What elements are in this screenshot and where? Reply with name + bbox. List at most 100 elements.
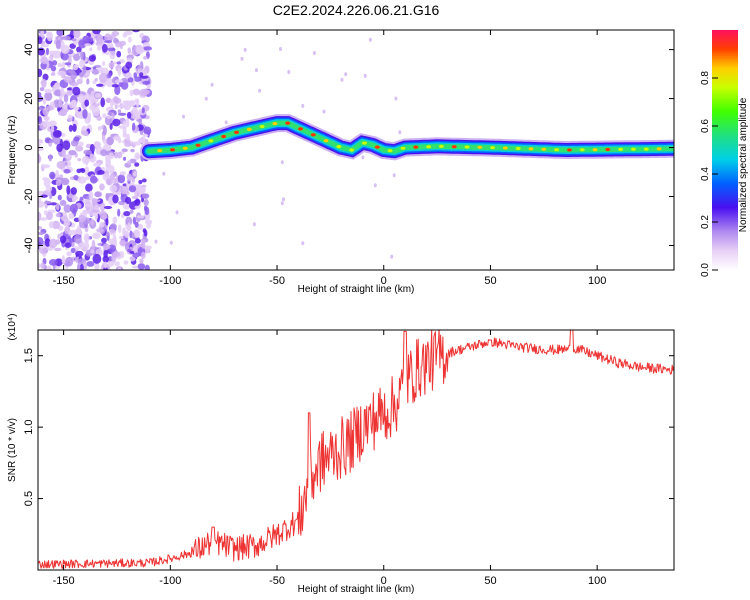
spectrogram-noise-speck — [133, 72, 138, 79]
spectrogram-noise-speck — [94, 191, 102, 198]
spectrogram-noise-speck — [71, 241, 75, 248]
colorbar-gradient — [712, 30, 738, 270]
spectrogram-noise-speck — [102, 125, 107, 136]
spectrogram-noise-speck — [99, 183, 105, 191]
spectrogram-noise-speck — [63, 104, 68, 110]
spectrogram-hot-spot — [477, 145, 483, 149]
spectrogram-noise-speck — [78, 39, 87, 49]
spectrogram-noise-speck — [103, 261, 108, 269]
x-tick-label: 100 — [588, 275, 606, 287]
spectrogram-noise-speck — [67, 114, 73, 123]
spectrogram-noise-speck — [154, 239, 158, 244]
spectrogram-noise-speck — [55, 169, 59, 177]
spectrogram-noise-speck — [258, 88, 262, 93]
spectrogram-hot-spot — [400, 146, 406, 150]
spectrogram-noise-speck — [76, 51, 82, 55]
spectrogram-noise-speck — [112, 234, 117, 243]
spectrogram-noise-speck — [175, 210, 179, 215]
snr-axes-frame — [37, 329, 675, 571]
spectrogram-noise-speck — [125, 118, 130, 128]
spectrogram-noise-speck — [62, 35, 71, 41]
spectrogram-noise-speck — [78, 242, 84, 250]
spectrogram-noise-speck — [81, 130, 89, 136]
spectrogram-noise-speck — [287, 70, 291, 74]
spectrogram-noise-speck — [76, 168, 82, 174]
spectrogram-noise-speck — [97, 45, 102, 51]
spectrogram-noise-speck — [88, 96, 93, 101]
spectrogram-noise-speck — [114, 97, 122, 104]
spectrogram-noise-speck — [92, 232, 101, 239]
spectrogram-noise-speck — [38, 237, 44, 246]
spectrogram-noise-speck — [136, 65, 142, 69]
spectrogram-noise-speck — [132, 88, 141, 96]
spectrogram-noise-speck — [86, 78, 90, 85]
spectrogram-noise-speck — [117, 267, 122, 270]
spectrogram-noise-speck — [46, 211, 53, 221]
spectrogram-noise-speck — [123, 260, 129, 265]
spectrogram-hot-spot — [502, 146, 508, 150]
spectrogram-noise-speck — [301, 241, 305, 246]
spectrogram-noise-speck — [143, 205, 148, 212]
spectrogram-noise-speck — [92, 253, 102, 264]
spectrogram-noise-speck — [363, 73, 367, 78]
spectrogram-noise-speck — [77, 263, 81, 270]
spectrogram-noise-speck — [143, 126, 152, 136]
spectrogram-noise-speck — [39, 87, 45, 92]
spectrogram-hot-spot — [182, 146, 188, 150]
spectrogram-noise-speck — [38, 36, 43, 45]
spectrogram-noise-speck — [87, 37, 94, 43]
spectrogram-noise-speck — [127, 36, 132, 43]
spectrogram-x-ticks: -150 -100 -50 0 50 100 — [53, 30, 606, 287]
spectrogram-noise-speck — [85, 183, 93, 192]
spectrogram-noise-speck — [134, 221, 139, 228]
spectrogram-noise-speck — [54, 89, 63, 97]
spectrogram-plot-area — [38, 30, 674, 270]
spectrogram-noise-speck — [141, 251, 146, 259]
spectrogram-noise-speck — [96, 34, 104, 45]
spectrogram-noise-speck — [105, 178, 114, 186]
spectrogram-noise-speck — [52, 60, 58, 66]
spectrogram-noise-speck — [63, 93, 69, 103]
spectrogram-hot-spot — [298, 127, 303, 131]
spectrogram-noise-speck — [38, 107, 43, 111]
spectrogram-noise-speck — [56, 161, 66, 169]
spectrogram-noise-speck — [49, 238, 58, 249]
spectrogram-noise-speck — [105, 158, 112, 167]
spectrogram-noise-speck — [48, 259, 58, 266]
spectrogram-noise-speck — [65, 256, 74, 267]
spectrogram-noise-speck — [127, 47, 132, 54]
x-tick-label: 100 — [588, 575, 606, 587]
spectrogram-noise-speck — [83, 240, 90, 251]
spectrogram-hot-spot — [323, 139, 329, 143]
spectrogram-noise-speck — [368, 37, 372, 42]
spectrogram-noise-speck — [280, 201, 284, 206]
spectrogram-noise-speck — [111, 84, 119, 88]
spectrogram-noise-speck — [361, 155, 365, 160]
spectrogram-noise-speck — [91, 209, 100, 213]
spectrogram-noise-speck — [132, 141, 141, 146]
y-tick-label: 1.0 — [23, 419, 35, 434]
spectrogram-noise-speck — [43, 177, 51, 188]
spectrogram-noise-speck — [77, 176, 87, 184]
spectrogram-noise-speck — [90, 175, 98, 184]
spectrogram-noise-speck — [42, 97, 47, 105]
spectrogram-noise-speck — [301, 103, 305, 108]
spectrogram-noise-speck — [48, 154, 52, 162]
spectrogram-noise-speck — [78, 141, 84, 147]
x-tick-label: -150 — [53, 575, 75, 587]
spectrogram-noise-speck — [85, 176, 91, 181]
spectrogram-noise-speck — [38, 115, 43, 125]
spectrogram-noise-speck — [97, 66, 104, 73]
spectrogram-noise-speck — [252, 222, 256, 227]
spectrogram-noise-speck — [69, 30, 75, 39]
spectrogram-noise-speck — [50, 124, 55, 133]
spectrogram-noise-speck — [122, 120, 127, 127]
spectrogram-noise-speck — [169, 240, 173, 245]
spectrogram-noise-speck — [112, 216, 118, 224]
spectrogram-noise-speck — [131, 195, 138, 200]
spectrogram-noise-speck — [59, 235, 67, 244]
spectrogram-noise-speck — [71, 38, 77, 42]
spectrogram-noise-speck — [104, 40, 113, 44]
spectrogram-noise-speck — [72, 86, 81, 96]
spectrogram-noise-speck — [117, 67, 122, 76]
